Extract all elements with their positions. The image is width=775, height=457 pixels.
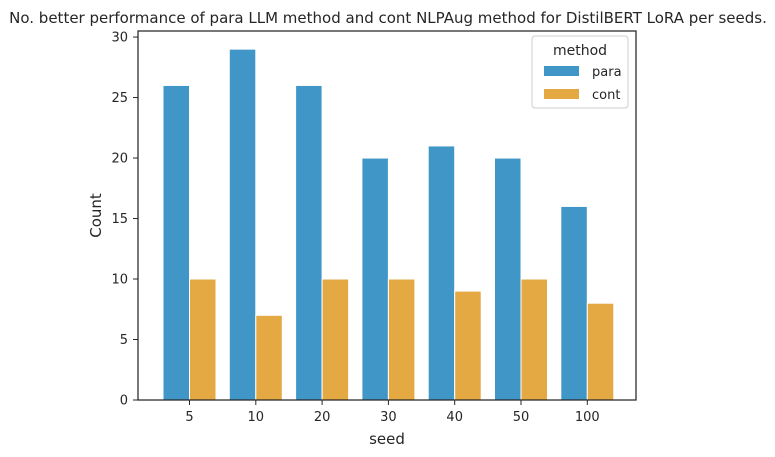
chart-title: No. better performance of para LLM metho…	[9, 9, 767, 27]
y-tick-label: 10	[111, 273, 128, 288]
bars-group	[162, 48, 615, 401]
bar-para-40	[427, 145, 456, 401]
bar-cont-40	[454, 290, 482, 401]
y-tick-label: 25	[111, 91, 128, 106]
bar-cont-10	[255, 314, 283, 401]
y-tick-label: 20	[111, 152, 128, 167]
bar-cont-50	[520, 278, 548, 401]
bar-para-20	[295, 84, 323, 401]
legend-swatch-cont	[544, 89, 579, 99]
x-tick-label: 10	[248, 410, 265, 425]
x-tick-label: 40	[446, 410, 463, 425]
plot-frame	[137, 30, 637, 401]
x-tick-label: 30	[380, 410, 397, 425]
bar-cont-5	[189, 278, 217, 401]
bar-para-10	[228, 48, 257, 401]
bar-para-100	[560, 205, 588, 401]
y-tick-label: 15	[111, 212, 128, 227]
legend-label-para: para	[592, 65, 622, 80]
legend-items: para cont	[544, 65, 622, 103]
bar-para-5	[162, 84, 190, 401]
bar-cont-20	[321, 278, 350, 401]
bar-para-30	[361, 157, 389, 401]
bar-cont-30	[387, 278, 416, 401]
y-tick-label: 0	[120, 394, 128, 409]
y-tick-label: 5	[120, 333, 128, 348]
legend-swatch-para	[544, 66, 579, 76]
bar-para-50	[494, 157, 522, 401]
y-axis-ticks: 0 5 10 15 20 25 30	[111, 31, 138, 409]
x-tick-label: 50	[513, 410, 530, 425]
y-tick-label: 30	[111, 31, 128, 46]
x-tick-label: 100	[575, 410, 600, 425]
bar-cont-100	[586, 302, 615, 401]
x-axis-label: seed	[369, 430, 405, 448]
x-tick-label: 5	[185, 410, 193, 425]
y-axis-label: Count	[87, 193, 105, 238]
x-tick-label: 20	[314, 410, 331, 425]
x-axis-ticks: 5 10 20 30 40 50 100	[185, 400, 600, 425]
legend: method para cont	[531, 35, 629, 109]
legend-title: method	[553, 43, 607, 59]
legend-label-cont: cont	[592, 88, 620, 103]
